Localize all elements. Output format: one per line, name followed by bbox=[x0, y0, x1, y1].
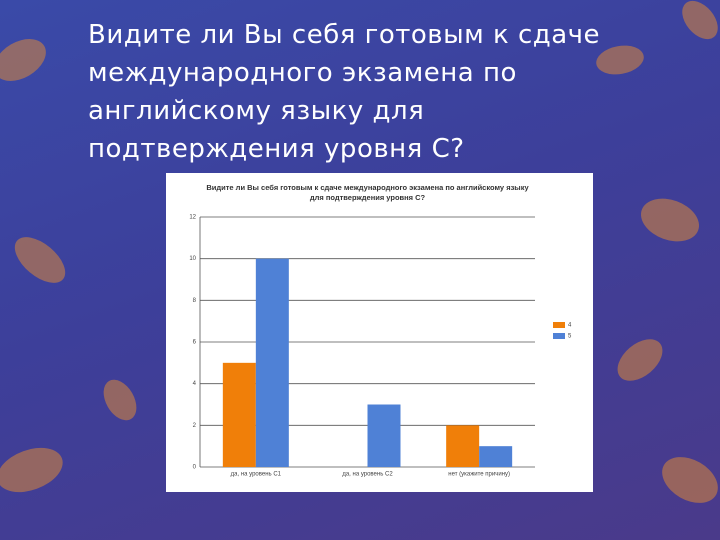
slide-title: Видите ли Вы себя готовым к сдаче междун… bbox=[88, 20, 601, 164]
y-tick-label: 4 bbox=[193, 381, 197, 387]
y-tick-label: 8 bbox=[193, 298, 197, 304]
legend-swatch bbox=[553, 333, 565, 339]
bar bbox=[479, 446, 513, 467]
y-tick-label: 6 bbox=[193, 340, 197, 346]
bar bbox=[222, 362, 256, 467]
legend-swatch bbox=[553, 322, 565, 328]
y-tick-label: 10 bbox=[189, 256, 196, 262]
y-tick-label: 12 bbox=[189, 215, 196, 221]
bar bbox=[255, 258, 289, 467]
chart-title: Видите ли Вы себя готовым к сдаче междун… bbox=[206, 183, 529, 202]
y-tick-label: 2 bbox=[193, 423, 197, 429]
y-tick-label: 0 bbox=[193, 465, 197, 471]
bar bbox=[367, 404, 401, 467]
x-tick-label: нет (укажите причину) bbox=[448, 472, 510, 478]
x-tick-label: да, на уровень С1 bbox=[231, 472, 282, 478]
x-tick-label: да, на уровень С2 bbox=[342, 472, 393, 478]
chart: 0 2 4 6 8 10 12 да, на уровень С1 да, на уровень… bbox=[166, 173, 593, 492]
bar bbox=[446, 425, 480, 467]
legend-label: 4 bbox=[568, 323, 572, 329]
legend-label: 5 bbox=[568, 334, 572, 340]
